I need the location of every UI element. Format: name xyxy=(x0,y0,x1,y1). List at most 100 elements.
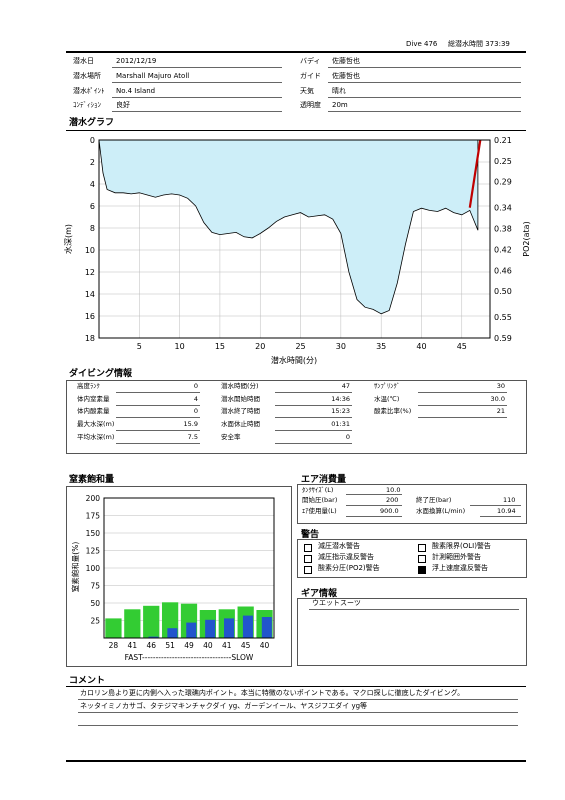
n2-x-tick-label: 28 xyxy=(109,641,119,650)
warning-label: 減圧潜水警告 xyxy=(318,542,360,550)
warning-checkbox xyxy=(418,566,426,574)
n2-bar-total xyxy=(105,618,122,638)
date-label: 潜水日 xyxy=(73,57,94,65)
y2-tick-label: 0.59 xyxy=(494,334,512,343)
x-tick-label: 25 xyxy=(295,342,305,351)
x-tick-label: 40 xyxy=(416,342,426,351)
gear-box xyxy=(297,598,527,666)
dive-info-value: 47 xyxy=(341,382,350,390)
warning-checkbox xyxy=(418,544,426,552)
n2-x-tick-label: 46 xyxy=(146,641,156,650)
n2-x-tick-label: 40 xyxy=(260,641,270,650)
y2-tick-label: 0.42 xyxy=(494,245,512,254)
header-rule xyxy=(66,51,526,53)
n2-x-tick-label: 51 xyxy=(165,641,175,650)
dive-info-label: 体内窒素量 xyxy=(77,394,110,403)
profile-title: 潜水グラフ xyxy=(69,118,115,128)
start-pressure-value: 200 xyxy=(386,496,399,504)
warning-label: 酸素限界(OLI)警告 xyxy=(432,542,491,550)
y-tick-label: 8 xyxy=(90,224,95,233)
x-tick-label: 45 xyxy=(457,342,467,351)
warnings-title: 警告 xyxy=(301,530,320,540)
dive-info-value: 15:23 xyxy=(331,407,350,416)
y2-tick-label: 0.29 xyxy=(494,178,512,187)
y-axis-label: 水深(m) xyxy=(63,224,73,254)
dive-info-label: 高度ﾗﾝｸ xyxy=(77,382,100,390)
dive-info-label: 体内酸素量 xyxy=(77,407,110,416)
comment-title: コメント xyxy=(69,676,106,686)
air-box xyxy=(297,484,527,524)
dive-info-value: 21 xyxy=(496,407,505,416)
y-tick-label: 0 xyxy=(90,136,95,145)
n2-bar-total xyxy=(143,605,160,638)
footer-rule xyxy=(66,760,526,762)
dive-info-label: 潜水時間(分) xyxy=(221,382,259,390)
guide-value: 佐藤哲也 xyxy=(332,72,360,80)
x-axis-label: 潜水時間(分) xyxy=(271,355,317,365)
condition-value: 良好 xyxy=(116,101,130,109)
y2-tick-label: 0.34 xyxy=(494,204,512,213)
condition-label: ｺﾝﾃﾞｨｼｮﾝ xyxy=(73,101,101,109)
dive-info-value: 0 xyxy=(193,382,198,390)
warning-label: 浮上速度違反警告 xyxy=(432,564,488,572)
y2-axis-label: PO2(ata) xyxy=(522,221,531,256)
dive-info-value: 0 xyxy=(345,432,350,441)
dive-info-value: 15.9 xyxy=(183,420,198,429)
n2-y-tick-label: 200 xyxy=(86,494,101,503)
n2-x-tick-label: 45 xyxy=(241,641,251,650)
dive-info-label: 潜水開始時間 xyxy=(221,394,260,403)
dive-info-value: 14:36 xyxy=(331,394,350,403)
dive-info-label: ｻﾝﾌﾟﾘﾝｸﾞ xyxy=(374,382,400,390)
warning-label: 計測範囲外警告 xyxy=(432,553,481,561)
x-tick-label: 10 xyxy=(175,342,185,351)
n2-y-tick-label: 175 xyxy=(86,512,101,521)
dive-info-label: 平均水深(m) xyxy=(77,432,115,441)
n2-bar-inner xyxy=(224,618,235,638)
x-tick-label: 5 xyxy=(137,342,142,351)
dive-profile-chart: 0 2 4 6 8 10 12 14 16 18 0.21 0.25 0.29 0.34 0.38 0.42… xyxy=(63,136,531,365)
n2-bar-total xyxy=(124,609,141,638)
surface-rate-value: 10.94 xyxy=(497,507,516,515)
po2-line xyxy=(468,139,482,208)
point-value: No.4 Island xyxy=(116,87,156,95)
warning-checkbox xyxy=(304,544,312,552)
y-tick-label: 6 xyxy=(90,202,95,211)
n2-x-tick-label: 49 xyxy=(184,641,194,650)
dive-info-label: 安全率 xyxy=(221,432,241,441)
total-dive-time: 総潜水時間 373:39 xyxy=(448,40,510,48)
y2-tick-label: 0.46 xyxy=(494,266,512,275)
x-tick-label: 15 xyxy=(215,342,225,351)
nitrogen-box xyxy=(66,486,292,667)
visibility-value: 20m xyxy=(332,101,348,109)
x-tick-label: 30 xyxy=(336,342,346,351)
buddy-label: バディ xyxy=(300,57,321,65)
y2-tick-label: 0.50 xyxy=(494,287,512,296)
n2-y-tick-label: 75 xyxy=(90,582,100,591)
n2-bar-inner xyxy=(186,622,197,638)
dive-info-label: 水温(℃) xyxy=(374,394,400,403)
n2-y-tick-label: 100 xyxy=(86,564,101,573)
n2-y-tick-label: 25 xyxy=(90,617,100,626)
guide-label: ガイド xyxy=(300,72,321,80)
y-tick-label: 4 xyxy=(90,180,95,189)
place-label: 潜水場所 xyxy=(73,72,101,80)
dive-info-value: 30 xyxy=(496,382,505,390)
end-pressure-label: 終了圧(bar) xyxy=(416,496,452,504)
n2-bar-inner xyxy=(242,615,253,638)
nitrogen-chart: 200 175 150 125 100 75 50 25 28 41 46 51 49 40 41 45 40… xyxy=(70,494,275,662)
n2-bar-inner xyxy=(167,628,178,638)
start-pressure-label: 開始圧(bar) xyxy=(302,496,338,504)
dive-info-value: 4 xyxy=(193,394,198,403)
plot-frame xyxy=(98,139,491,339)
warnings-box xyxy=(297,539,527,578)
y2-tick-label: 0.55 xyxy=(494,313,512,322)
n2-x-tick-label: 40 xyxy=(203,641,213,650)
y-tick-label: 2 xyxy=(90,158,95,167)
depth-area xyxy=(98,139,479,315)
dive-info-value: 30.0 xyxy=(490,394,505,403)
y-tick-label: 18 xyxy=(85,334,95,343)
n2-bar-inner xyxy=(261,617,272,638)
nitrogen-title: 窒素飽和量 xyxy=(69,475,115,485)
point-label: 潜水ﾎﾟｲﾝﾄ xyxy=(73,87,105,95)
y-tick-label: 10 xyxy=(85,246,95,255)
